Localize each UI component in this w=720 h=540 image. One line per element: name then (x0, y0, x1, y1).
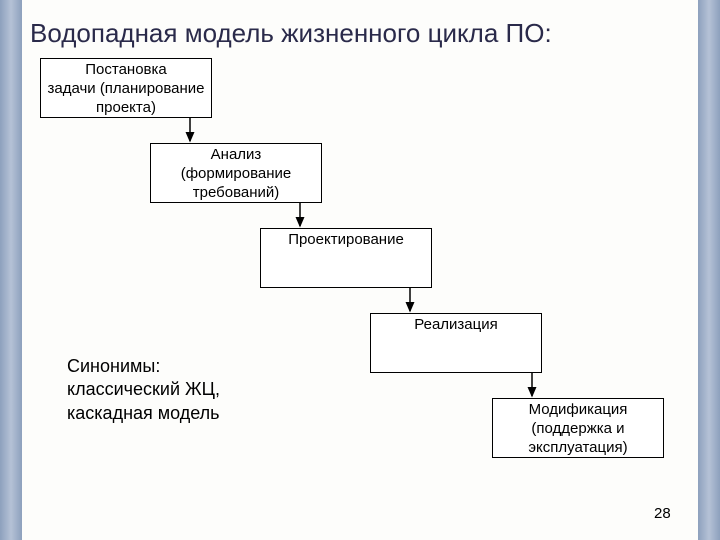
stage-box-b5: Модификация(поддержка иэксплуатация) (492, 398, 664, 458)
synonyms-text: Синонимы:классический ЖЦ,каскадная модел… (67, 355, 220, 425)
box-line: Постановка (41, 61, 211, 80)
box-line: Реализация (371, 316, 541, 335)
box-line: Проектирование (261, 231, 431, 250)
left-band (0, 0, 22, 540)
box-line: эксплуатация) (493, 439, 663, 458)
synonym-line: каскадная модель (67, 402, 220, 425)
box-line: Анализ (151, 146, 321, 165)
slide-title: Водопадная модель жизненного цикла ПО: (30, 18, 552, 49)
box-line: проекта) (41, 99, 211, 118)
right-band (698, 0, 720, 540)
stage-box-b1: Постановказадачи (планированиепроекта) (40, 58, 212, 118)
box-line: требований) (151, 184, 321, 203)
box-line: Модификация (493, 401, 663, 420)
stage-box-b2: Анализ(формированиетребований) (150, 143, 322, 203)
synonym-line: классический ЖЦ, (67, 378, 220, 401)
box-line: (формирование (151, 165, 321, 184)
synonym-line: Синонимы: (67, 355, 220, 378)
stage-box-b4: Реализация (370, 313, 542, 373)
box-line: задачи (планирование (41, 80, 211, 99)
stage-box-b3: Проектирование (260, 228, 432, 288)
box-line: (поддержка и (493, 420, 663, 439)
slide-content: Водопадная модель жизненного цикла ПО: П… (22, 0, 698, 540)
page-number: 28 (654, 505, 671, 522)
